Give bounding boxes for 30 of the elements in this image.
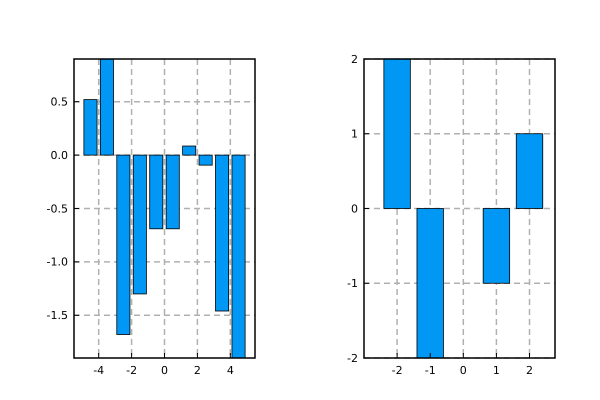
bar	[116, 154, 130, 335]
bar	[83, 99, 98, 156]
x-tick-label: 2	[194, 364, 201, 377]
y-tick-label: 0.0	[50, 148, 68, 162]
x-tick-label: 0	[161, 364, 168, 377]
x-tick-label: 0	[460, 364, 467, 377]
x-tick-label: -2	[392, 364, 403, 377]
y-tick-label: 0.5	[50, 96, 68, 109]
bar	[516, 133, 544, 209]
y-tick-label: -1.0	[46, 256, 68, 269]
x-tick-label: -4	[93, 364, 104, 377]
x-tick-label: 1	[492, 364, 500, 377]
y-tick-label: -0.5	[46, 202, 68, 216]
y-tick-label: 2	[351, 52, 358, 66]
bar	[149, 154, 164, 230]
y-tick-label: -1.5	[46, 309, 68, 322]
y-tick-label: 1	[351, 128, 358, 141]
y-tick-label: -2	[347, 352, 358, 365]
bar	[198, 154, 213, 166]
x-tick-label: -1	[424, 364, 436, 377]
bar	[132, 154, 147, 294]
x-tick-label: -2	[126, 364, 138, 377]
bar	[482, 208, 510, 284]
y-tick-label: -1	[347, 277, 358, 290]
x-tick-label: 4	[226, 364, 234, 377]
x-tick-label: 2	[526, 364, 534, 377]
bar	[166, 154, 180, 230]
y-tick-label: 0	[351, 202, 358, 216]
bar	[215, 154, 230, 312]
bar	[182, 146, 196, 156]
